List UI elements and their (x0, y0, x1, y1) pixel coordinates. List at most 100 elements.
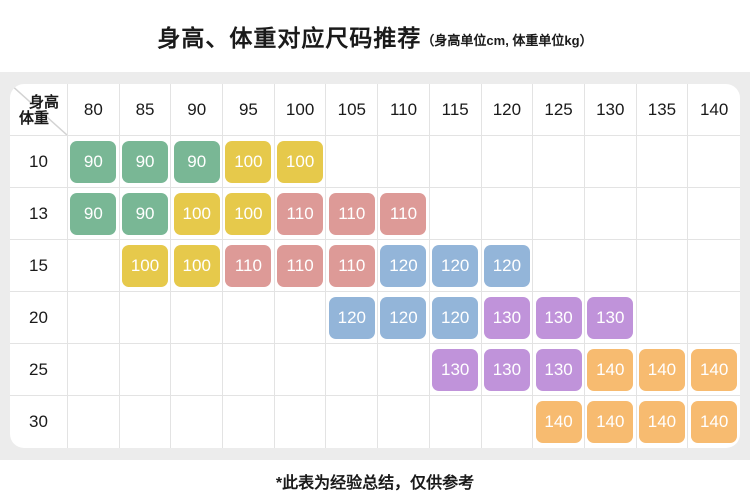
empty-cell (636, 292, 689, 344)
weight-header-cell: 25 (10, 344, 68, 396)
empty-cell (275, 396, 327, 448)
empty-cell (171, 396, 224, 448)
size-cell: 90 (68, 188, 120, 240)
size-chip: 140 (638, 401, 685, 443)
height-header-cell: 120 (481, 84, 534, 136)
empty-cell (429, 136, 482, 188)
size-chip: 90 (122, 192, 169, 235)
weight-header-cell: 20 (10, 292, 68, 344)
size-cell: 130 (533, 344, 585, 396)
size-cell: 90 (119, 136, 172, 188)
empty-cell (223, 344, 275, 396)
unit-note: （身高单位cm, 体重单位kg） (421, 33, 593, 48)
empty-cell (481, 136, 534, 188)
size-cell: 130 (584, 292, 637, 344)
size-cell: 130 (533, 292, 585, 344)
size-cell: 90 (119, 188, 172, 240)
size-cell: 120 (378, 240, 430, 292)
empty-cell (326, 396, 379, 448)
size-chip: 130 (535, 296, 582, 339)
footer-note: *此表为经验总结，仅供参考 (275, 475, 475, 492)
size-chip: 100 (277, 140, 324, 183)
empty-cell (688, 292, 740, 344)
size-chip: 120 (380, 244, 427, 287)
empty-cell (688, 188, 740, 240)
size-cell: 90 (68, 136, 120, 188)
empty-cell (429, 188, 482, 240)
header: 身高、体重对应尺码推荐 （身高单位cm, 体重单位kg） (0, 0, 750, 72)
height-header-cell: 100 (274, 84, 327, 136)
size-chip: 140 (638, 348, 685, 391)
height-header-cell: 80 (68, 84, 120, 136)
height-header-cell: 125 (533, 84, 585, 136)
size-chip: 90 (70, 140, 117, 183)
size-cell: 120 (429, 240, 482, 292)
weight-header-cell: 15 (10, 240, 68, 292)
weight-header-cell: 13 (10, 188, 68, 240)
size-chip: 140 (587, 348, 634, 391)
size-cell: 90 (171, 136, 224, 188)
size-chip: 130 (483, 348, 530, 391)
size-chip: 110 (277, 244, 324, 287)
empty-cell (533, 188, 585, 240)
empty-cell (481, 188, 534, 240)
size-chip: 120 (380, 296, 427, 339)
size-chip: 120 (483, 244, 530, 287)
size-chip: 110 (225, 244, 272, 287)
size-chip: 100 (225, 140, 272, 183)
empty-cell (223, 292, 275, 344)
size-cell: 140 (636, 344, 689, 396)
size-chip: 90 (122, 140, 169, 183)
size-cell: 110 (326, 240, 379, 292)
size-cell: 110 (274, 240, 327, 292)
size-cell: 130 (481, 292, 534, 344)
size-chip: 130 (587, 296, 634, 339)
size-cell: 130 (481, 344, 534, 396)
size-chip: 110 (328, 244, 375, 287)
size-cell: 140 (688, 396, 740, 448)
empty-cell (636, 136, 689, 188)
empty-cell (171, 344, 224, 396)
size-cell: 120 (326, 292, 379, 344)
size-chip: 120 (328, 296, 375, 339)
empty-cell (378, 396, 430, 448)
empty-cell (68, 240, 120, 292)
size-cell: 120 (378, 292, 430, 344)
empty-cell (223, 396, 275, 448)
chart-area: 身高 体重 80 85 90 95 100 105 110 115 120 125 130 135 14… (0, 72, 750, 460)
size-chip: 130 (432, 348, 479, 391)
size-cell: 110 (326, 188, 379, 240)
empty-cell (120, 396, 172, 448)
height-header-cell: 95 (223, 84, 275, 136)
size-cell: 100 (171, 188, 224, 240)
size-chip: 110 (277, 192, 324, 235)
size-cell: 100 (171, 240, 224, 292)
empty-cell (119, 344, 172, 396)
size-chip: 120 (432, 296, 479, 339)
size-chip: 130 (535, 348, 582, 391)
empty-cell (584, 240, 637, 292)
height-header-cell: 85 (119, 84, 172, 136)
size-cell: 140 (585, 396, 637, 448)
size-cell: 100 (119, 240, 172, 292)
size-chip: 140 (691, 401, 738, 443)
empty-cell (584, 136, 637, 188)
size-chip: 90 (70, 192, 117, 235)
empty-cell (636, 240, 689, 292)
footer: *此表为经验总结，仅供参考 (0, 460, 750, 502)
weight-header-cell: 10 (10, 136, 68, 188)
size-cell: 130 (429, 344, 482, 396)
empty-cell (688, 136, 740, 188)
empty-cell (119, 292, 172, 344)
size-chip: 90 (173, 140, 220, 183)
size-chip: 100 (122, 244, 169, 287)
empty-cell (636, 188, 689, 240)
corner-label-height: 身高 (28, 94, 59, 111)
size-chip: 140 (691, 348, 738, 391)
empty-cell (533, 240, 585, 292)
size-chip: 110 (328, 192, 375, 235)
size-cell: 140 (688, 344, 740, 396)
size-cell: 140 (584, 344, 637, 396)
size-chip: 140 (587, 401, 634, 443)
size-cell: 100 (274, 136, 327, 188)
